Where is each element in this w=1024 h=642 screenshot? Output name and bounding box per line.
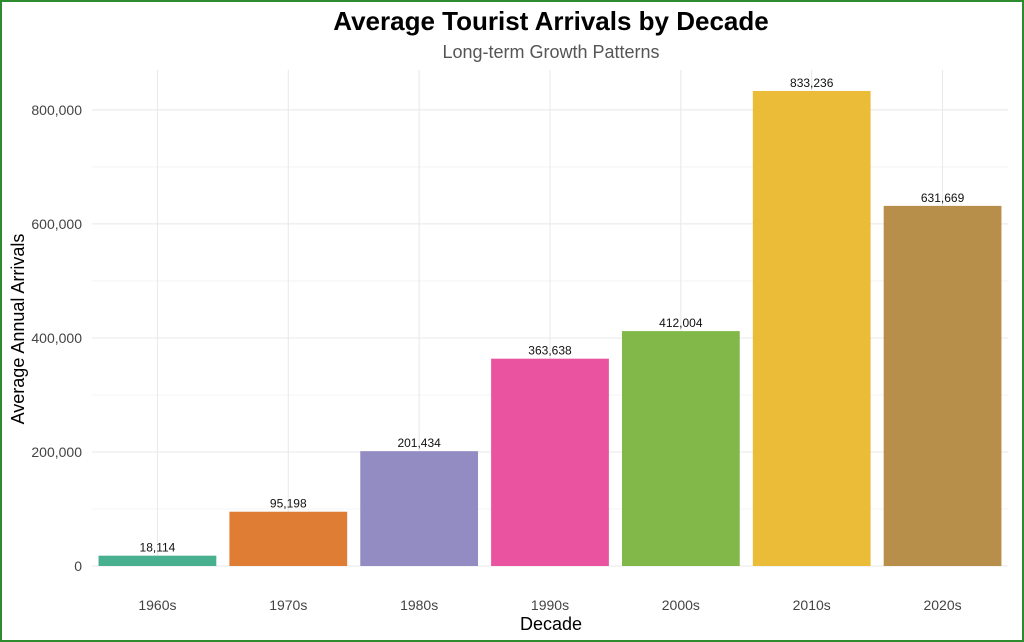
x-tick-label: 1990s xyxy=(531,597,569,613)
data-label-2010s: 833,236 xyxy=(790,76,834,90)
chart-subtitle: Long-term Growth Patterns xyxy=(442,42,659,62)
y-tick-label: 400,000 xyxy=(31,330,82,346)
x-tick-label: 2000s xyxy=(662,597,700,613)
data-label-2020s: 631,669 xyxy=(921,191,965,205)
x-axis-ticks: 1960s 1970s 1980s 1990s 2000s 2010s 2020s xyxy=(138,597,961,613)
data-label-1980s: 201,434 xyxy=(397,436,441,450)
x-axis-title: Decade xyxy=(520,614,582,634)
y-axis-title: Average Annual Arrivals xyxy=(8,234,28,425)
x-tick-label: 1980s xyxy=(400,597,438,613)
y-tick-label: 200,000 xyxy=(31,444,82,460)
bar-2020s xyxy=(883,205,1002,566)
y-tick-label: 800,000 xyxy=(31,102,82,118)
y-axis-ticks: 0 200,000 400,000 600,000 800,000 xyxy=(31,102,82,574)
bar-2000s xyxy=(621,331,740,566)
bar-1990s xyxy=(491,358,609,566)
data-label-1970s: 95,198 xyxy=(270,497,307,511)
x-tick-label: 1970s xyxy=(269,597,307,613)
y-tick-label: 600,000 xyxy=(31,216,82,232)
data-labels: 18,114 95,198 201,434 363,638 412,004 833,236… xyxy=(140,76,965,555)
data-label-1960s: 18,114 xyxy=(140,541,176,555)
data-label-2000s: 412,004 xyxy=(659,316,703,330)
chart-title: Average Tourist Arrivals by Decade xyxy=(333,6,768,36)
data-label-1990s: 363,638 xyxy=(528,344,572,358)
bar-1980s xyxy=(360,451,479,566)
bar-2010s xyxy=(752,90,871,566)
bars xyxy=(98,90,1002,566)
x-tick-label: 1960s xyxy=(138,597,176,613)
bar-1960s xyxy=(98,555,217,566)
y-tick-label: 0 xyxy=(74,558,82,574)
x-tick-label: 2020s xyxy=(923,597,961,613)
bar-1970s xyxy=(229,511,348,566)
x-tick-label: 2010s xyxy=(793,597,831,613)
